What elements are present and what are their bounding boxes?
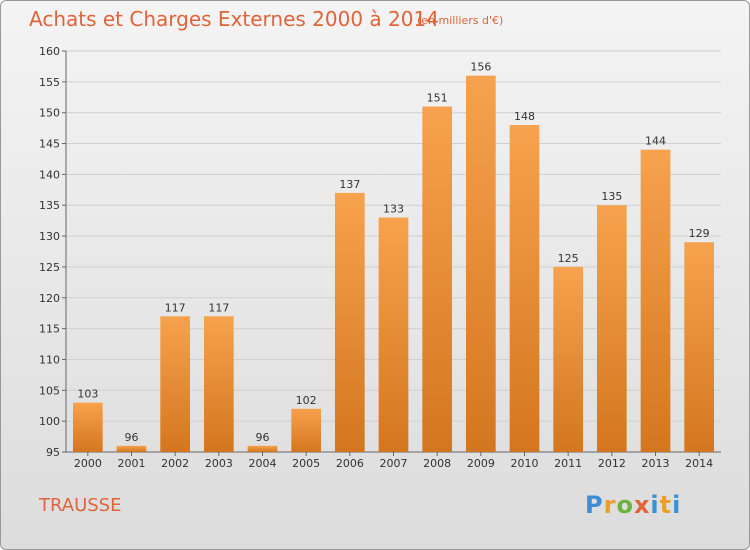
bar-2004 <box>247 445 278 452</box>
data-label: 103 <box>77 388 98 401</box>
chart-subtitle: (en milliers d'€) <box>417 14 504 27</box>
x-tick-label: 2014 <box>685 457 713 470</box>
y-tick-label: 95 <box>46 446 60 459</box>
bar-2010 <box>509 125 540 453</box>
data-label: 148 <box>514 110 535 123</box>
data-label: 135 <box>601 190 622 203</box>
x-tick-label: 2010 <box>511 457 539 470</box>
data-label: 151 <box>427 92 448 105</box>
x-tick-label: 2001 <box>118 457 146 470</box>
data-label: 117 <box>208 301 229 314</box>
y-tick-label: 130 <box>39 230 60 243</box>
bar-2008 <box>422 106 453 453</box>
data-label: 102 <box>296 394 317 407</box>
y-tick-label: 110 <box>39 353 60 366</box>
data-label: 144 <box>645 135 666 148</box>
data-label: 133 <box>383 203 404 216</box>
x-tick-label: 2011 <box>554 457 582 470</box>
bar-2001 <box>116 445 147 452</box>
x-tick-label: 2008 <box>423 457 451 470</box>
x-tick-label: 2004 <box>249 457 277 470</box>
chart-title: Achats et Charges Externes 2000 à 2014 <box>29 7 439 31</box>
y-tick-label: 145 <box>39 138 60 151</box>
bar-2005 <box>291 408 322 452</box>
data-label: 156 <box>470 61 491 74</box>
bar-2009 <box>465 75 496 452</box>
data-label: 125 <box>558 252 579 265</box>
y-tick-label: 160 <box>39 45 60 58</box>
x-tick-label: 2002 <box>161 457 189 470</box>
y-tick-label: 135 <box>39 199 60 212</box>
x-tick-label: 2003 <box>205 457 233 470</box>
y-tick-label: 115 <box>39 323 60 336</box>
y-tick-label: 150 <box>39 107 60 120</box>
bar-2003 <box>203 316 234 452</box>
y-tick-label: 125 <box>39 261 60 274</box>
bar-2012 <box>596 205 627 452</box>
y-tick-label: 120 <box>39 292 60 305</box>
x-tick-label: 2007 <box>380 457 408 470</box>
bar-2011 <box>553 266 584 452</box>
x-tick-label: 2012 <box>598 457 626 470</box>
proxiti-logo: Proxiti <box>585 491 682 519</box>
y-tick-label: 105 <box>39 384 60 397</box>
x-tick-label: 2006 <box>336 457 364 470</box>
data-label: 96 <box>256 431 270 444</box>
y-tick-label: 100 <box>39 415 60 428</box>
data-label: 137 <box>339 178 360 191</box>
bar-2014 <box>684 242 715 452</box>
y-tick-label: 140 <box>39 168 60 181</box>
x-tick-label: 2005 <box>292 457 320 470</box>
x-tick-label: 2009 <box>467 457 495 470</box>
data-label: 129 <box>689 227 710 240</box>
bar-2013 <box>640 149 671 452</box>
bar-2006 <box>334 192 365 452</box>
bar-2007 <box>378 217 409 452</box>
x-tick-label: 2000 <box>74 457 102 470</box>
data-label: 117 <box>165 301 186 314</box>
commune-name: TRAUSSE <box>39 495 122 516</box>
bar-2002 <box>160 316 191 452</box>
y-tick-label: 155 <box>39 76 60 89</box>
data-label: 96 <box>125 431 139 444</box>
x-tick-label: 2013 <box>642 457 670 470</box>
bar-2000 <box>72 402 103 452</box>
